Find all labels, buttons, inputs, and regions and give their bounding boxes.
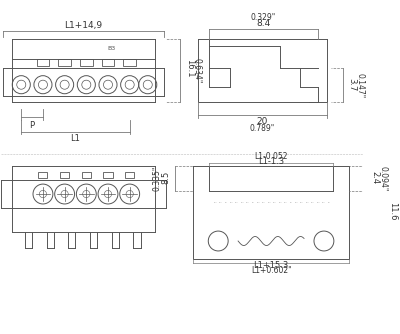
Bar	[37, 59, 49, 66]
Text: P: P	[30, 121, 35, 130]
Bar	[123, 59, 136, 66]
Text: 0.147": 0.147"	[356, 72, 364, 98]
Text: 8.5: 8.5	[161, 171, 170, 184]
Text: L1: L1	[70, 134, 80, 143]
Bar	[102, 59, 114, 66]
Text: 16.1: 16.1	[185, 59, 194, 78]
Text: L1+15.3: L1+15.3	[254, 261, 289, 270]
Bar	[104, 172, 112, 178]
Text: 0.335": 0.335"	[152, 166, 161, 191]
Text: L1+0.602": L1+0.602"	[251, 266, 291, 275]
Text: L1+14,9: L1+14,9	[64, 21, 103, 30]
Text: 0.329": 0.329"	[251, 13, 276, 22]
Text: B3: B3	[108, 46, 116, 51]
Text: 0.634": 0.634"	[193, 57, 202, 83]
Text: 0.457": 0.457"	[396, 200, 400, 225]
Bar	[60, 172, 69, 178]
Text: 0.789": 0.789"	[250, 124, 275, 133]
Text: 3.7: 3.7	[348, 77, 356, 91]
Text: 8.4: 8.4	[256, 19, 270, 28]
Text: 20: 20	[257, 117, 268, 126]
Text: L1-1.3: L1-1.3	[258, 157, 284, 166]
Text: 2.4: 2.4	[370, 171, 379, 184]
Text: L1-0.052: L1-0.052	[254, 152, 288, 161]
Bar	[58, 59, 71, 66]
Bar	[82, 172, 91, 178]
Bar	[38, 172, 48, 178]
Text: 0.094": 0.094"	[378, 166, 387, 191]
Bar	[125, 172, 134, 178]
Text: 11.6: 11.6	[388, 202, 397, 221]
Bar	[80, 59, 93, 66]
